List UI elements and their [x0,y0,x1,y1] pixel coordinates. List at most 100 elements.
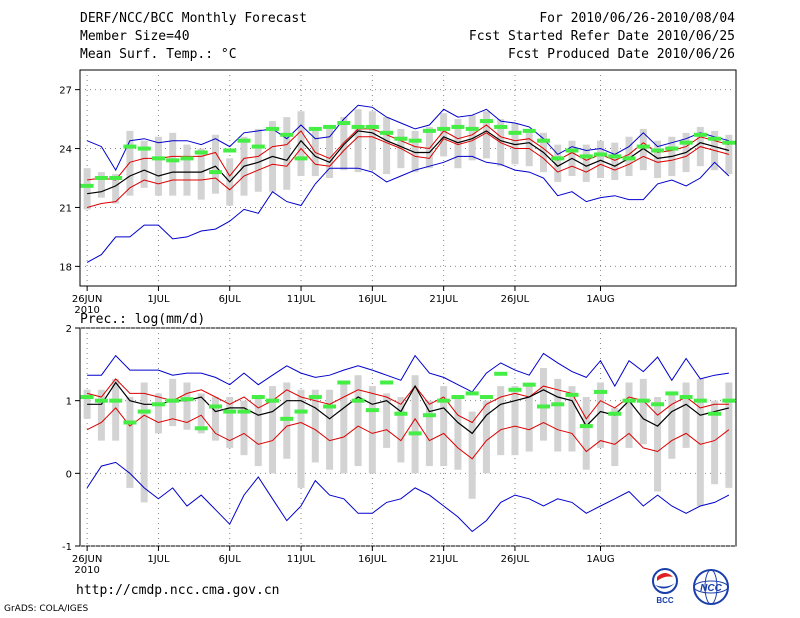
temp-spread-bar [311,130,319,177]
prec-observed-mark [665,391,679,396]
prec-observed-mark [280,416,294,421]
temp-observed-mark [266,126,280,131]
prec-spread-bar [197,393,205,434]
prec-observed-mark [194,426,208,431]
prec-variable-label: Prec.: log(mm/d) [80,312,205,327]
prec-xtick-label: 16JUL [358,554,387,565]
temp-spread-bar [183,144,191,196]
temp-year-label: 2010 [74,305,99,316]
temp-observed-mark [551,156,565,161]
prec-spread-bar [354,375,362,467]
prec-spread-bar [254,397,262,467]
ncc-logo-text: NCC [700,583,722,594]
prec-spread-bar [183,382,191,430]
prec-spread-bar [140,382,148,503]
prec-spread-bar [97,389,105,441]
temp-spread-bar [639,128,647,171]
temp-observed-mark [180,156,194,161]
prec-observed-mark [337,380,351,385]
temp-spread-bar [326,128,334,178]
prec-observed-mark [722,398,736,403]
prec-observed-mark [679,395,693,400]
temp-frame [79,69,737,287]
prec-spread-bar [568,386,576,452]
prec-observed-mark [508,387,522,392]
grads-credit: GrADS: COLA/IGES [4,604,89,614]
prec-observed-mark [166,398,180,403]
temp-observed-mark [380,130,394,135]
temp-spread-bar [112,174,120,204]
prec-spread-bar [639,378,647,445]
prec-spread-bar [226,397,234,448]
temp-observed-mark [308,126,322,131]
prec-observed-mark [565,392,579,397]
prec-spread-bar [454,397,462,470]
temp-observed-mark [622,156,636,161]
prec-observed-mark [437,398,451,403]
temp-observed-mark [665,146,679,151]
temp-observed-mark [565,148,579,153]
prec-spread-bar [397,397,405,463]
prec-spread-bar [240,400,248,456]
prec-min-line [86,461,730,533]
temp-spread-bar [468,115,476,161]
temp-spread-bar [582,144,590,182]
temp-observed-mark [708,136,722,141]
prec-spread-bar [440,386,448,467]
prec-observed-mark [109,398,123,403]
prec-observed-mark [365,408,379,413]
fcst-started-date: Fcst Started Refer Date 2010/06/25 [468,29,735,44]
temp-observed-mark [137,146,151,151]
prec-spread-bar [554,378,562,452]
temp-spread-bar [554,144,562,182]
temp-xtick-label: 1AUG [586,294,614,305]
temp-spread-bar [611,142,619,180]
temp-observed-mark [422,128,436,133]
prec-xtick-label: 11JUL [287,554,316,565]
temp-observed-mark [80,183,94,188]
temp-observed-mark [294,156,308,161]
temp-observed-mark [208,170,222,175]
prec-spread-bar [340,382,348,474]
prec-spread-bar [582,397,590,470]
prec-observed-mark [151,402,165,407]
chart-title: DERF/NCC/BCC Monthly Forecast [80,11,307,26]
prec-spread-bar [611,407,619,467]
variable-label: Mean Surf. Temp.: °C [80,47,237,62]
prec-observed-mark [622,398,636,403]
temp-observed-mark [394,136,408,141]
temp-observed-mark [594,152,608,157]
prec-frame [79,327,737,547]
prec-spread-bar [696,378,704,507]
prec-ytick-label: 0 [66,469,72,480]
prec-spread-bar [525,382,533,452]
temp-xtick-label: 11JUL [287,294,316,305]
temp-spread-bar [440,113,448,157]
bcc-logo-icon: BCC [642,567,688,605]
temp-spread-bar [140,140,148,188]
temp-spread-bar [297,111,305,177]
prec-xtick-label: 21JUL [429,554,458,565]
temp-observed-mark [636,144,650,149]
prec-spread-bar [711,400,719,485]
prec-observed-mark [294,409,308,414]
temp-observed-mark [123,144,137,149]
temp-observed-mark [337,121,351,126]
prec-observed-mark [451,395,465,400]
prec-xtick-label: 1AUG [586,554,614,565]
prec-upper-line [86,378,729,424]
temp-observed-mark [109,176,123,180]
temp-spread-bar [169,132,177,196]
prec-observed-mark [579,424,593,429]
temp-max-line [86,104,730,172]
prec-observed-mark [308,395,322,400]
bcc-logo-text: BCC [656,596,674,605]
temp-observed-mark [94,176,108,180]
prec-xtick-label: 26JUN [72,554,102,565]
temp-observed-mark [251,144,265,149]
prec-spread-bar [468,411,476,499]
prec-year-label: 2010 [74,565,99,576]
temp-observed-mark [693,132,707,137]
source-url[interactable]: http://cmdp.ncc.cma.gov.cn [76,583,280,598]
